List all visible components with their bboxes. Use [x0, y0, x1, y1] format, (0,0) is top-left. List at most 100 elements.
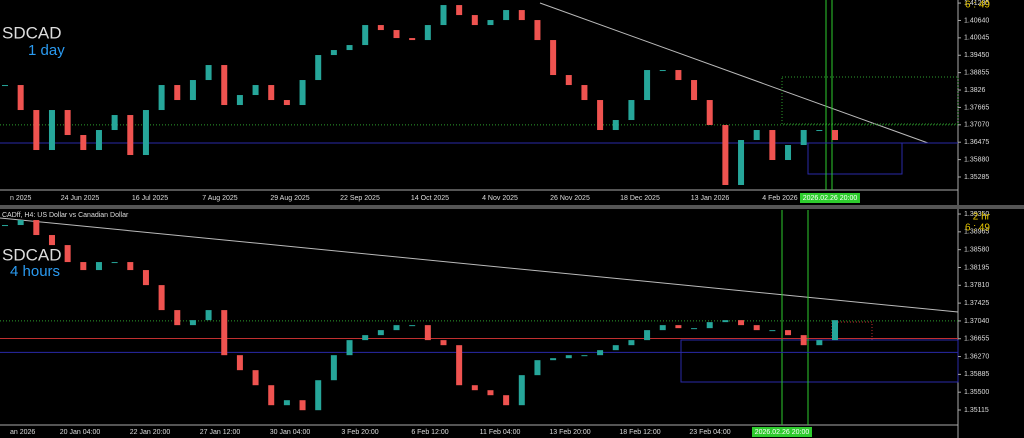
- x-tick-label: 26 Nov 2025: [550, 195, 590, 202]
- cursor-label-bg: [752, 427, 812, 437]
- y-tick-label: 1.35115: [964, 407, 989, 414]
- candle: [80, 262, 87, 271]
- x-tick-label: n 2025: [10, 195, 32, 202]
- x-tick-label: 27 Jan 12:00: [200, 429, 241, 436]
- candle: [64, 245, 71, 263]
- candle: [503, 10, 510, 21]
- panel-separator: [0, 205, 1024, 209]
- candle: [362, 335, 369, 341]
- candle: [221, 65, 228, 106]
- candle: [236, 95, 243, 106]
- candle: [659, 325, 666, 331]
- x-tick-label: 30 Jan 04:00: [270, 429, 311, 436]
- candle: [236, 355, 243, 371]
- candle: [659, 70, 666, 72]
- candle: [127, 262, 134, 271]
- y-tick-label: 1.39350: [964, 211, 989, 218]
- y-tick-label: 1.3826: [964, 87, 986, 94]
- candle: [127, 115, 134, 156]
- candle: [409, 38, 416, 41]
- candle: [597, 100, 604, 131]
- candle: [424, 25, 431, 41]
- candle: [597, 350, 604, 356]
- y-tick-label: 1.40640: [964, 17, 989, 24]
- x-tick-label: 20 Jan 04:00: [60, 429, 101, 436]
- candle: [221, 310, 228, 356]
- candle: [268, 85, 275, 101]
- zone-box: [781, 76, 959, 125]
- candle: [691, 80, 698, 101]
- candle: [440, 5, 447, 26]
- candle: [330, 50, 337, 56]
- symbol: SDCAD: [2, 245, 62, 264]
- x-tick-label: 23 Feb 04:00: [689, 429, 730, 436]
- y-tick-label: 1.36655: [964, 336, 989, 343]
- timer: 6 : 49: [965, 0, 990, 11]
- cursor-label: 2026.02.26 20:00: [755, 429, 810, 436]
- y-tick-label: 1.41235: [964, 0, 989, 7]
- plots: 1.41235 1.40640 1.40045 1.39450 1.38855 1.382…: [0, 0, 989, 437]
- candle: [33, 220, 40, 236]
- candle: [268, 385, 275, 406]
- candle: [315, 380, 322, 411]
- candle: [252, 370, 259, 386]
- candle: [518, 10, 525, 21]
- candle: [424, 325, 431, 341]
- candle: [409, 325, 416, 327]
- timeframe: 4 hours: [10, 263, 60, 280]
- candle: [2, 85, 8, 87]
- candle: [628, 340, 635, 346]
- y-tick-label: 1.38965: [964, 229, 989, 236]
- candle: [95, 130, 102, 151]
- candle: [706, 100, 713, 126]
- x-tick-label: 14 Oct 2025: [411, 195, 449, 202]
- candle: [48, 110, 55, 151]
- x-tick-label: 11 Feb 04:00: [480, 429, 521, 436]
- candle: [691, 328, 698, 330]
- trend-line: [0, 217, 959, 313]
- candle: [174, 85, 181, 101]
- candle: [158, 285, 165, 311]
- candle: [832, 130, 838, 141]
- candle: [64, 110, 71, 136]
- candle: [706, 322, 713, 329]
- candle: [612, 120, 619, 131]
- candle: [487, 20, 494, 26]
- y-tick-label: 1.38580: [964, 247, 989, 254]
- x-tick-label: an 2026: [10, 429, 35, 436]
- cursor-label: 2026.02.26 20:00: [803, 195, 858, 202]
- candle: [534, 20, 541, 41]
- bar-timer: 2 hr: [973, 212, 991, 223]
- candle: [393, 30, 400, 39]
- x-tick-label: 4 Feb 2026: [762, 195, 798, 202]
- x-tick-label: 7 Aug 2025: [202, 195, 238, 202]
- y-tick-label: 1.38195: [964, 264, 989, 271]
- candle: [174, 310, 181, 326]
- candle: [111, 115, 118, 131]
- candle: [142, 270, 149, 286]
- y-tick-label: 1.36270: [964, 353, 989, 360]
- candle: [111, 262, 118, 264]
- candle: [518, 375, 525, 406]
- timer: 6 : 49: [965, 223, 990, 234]
- x-tick-label: 16 Jul 2025: [132, 195, 168, 202]
- candle: [142, 110, 149, 156]
- candle: [315, 55, 322, 81]
- candle: [189, 320, 196, 326]
- candle: [753, 130, 760, 141]
- trend-line: [539, 2, 929, 144]
- candle: [346, 45, 353, 51]
- x-tick-label: 18 Dec 2025: [620, 195, 660, 202]
- candle: [17, 220, 24, 226]
- y-tick-label: 1.39450: [964, 52, 989, 59]
- zone-box: [680, 339, 959, 383]
- x-tick-label: 29 Aug 2025: [270, 195, 309, 202]
- y-tick-label: 1.36475: [964, 139, 989, 146]
- timeframe: 1 day: [28, 42, 65, 59]
- candle: [393, 325, 400, 331]
- candle: [816, 340, 823, 346]
- x-tick-label: 4 Nov 2025: [482, 195, 518, 202]
- candle: [346, 340, 353, 356]
- candle: [800, 130, 807, 146]
